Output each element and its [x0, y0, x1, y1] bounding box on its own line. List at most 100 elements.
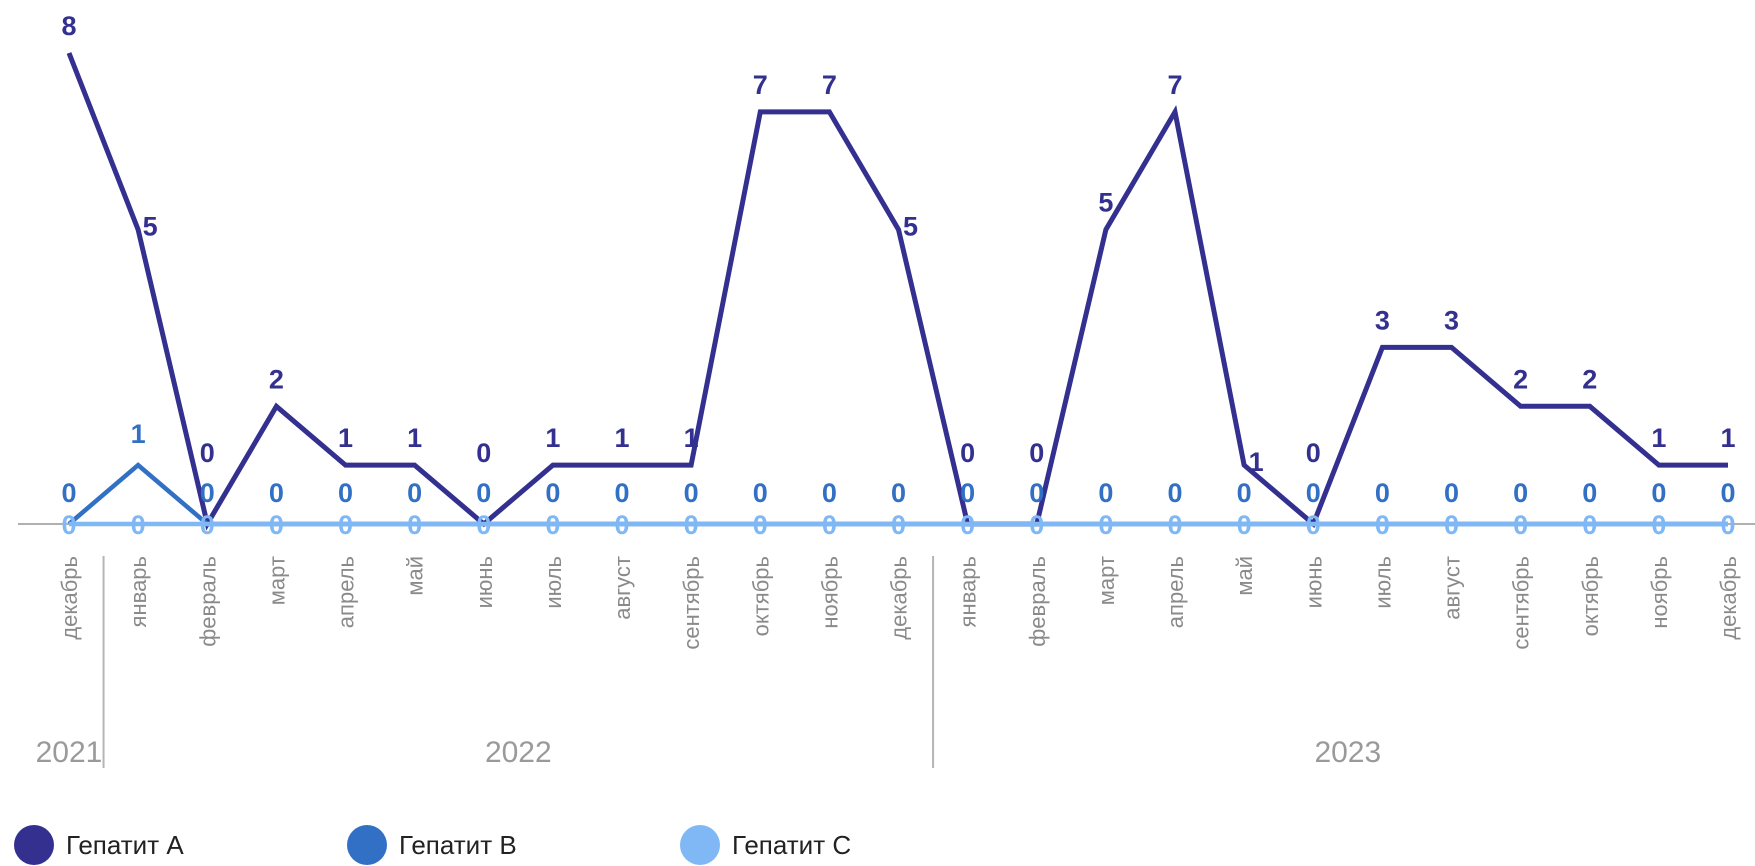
data-label: 0	[684, 510, 699, 540]
data-label: 0	[891, 478, 906, 508]
data-label: 0	[1306, 478, 1321, 508]
x-tick-label: июль	[541, 556, 566, 609]
data-label: 5	[1098, 188, 1113, 218]
data-label: 1	[1651, 423, 1666, 453]
x-tick-label: декабрь	[1716, 556, 1741, 640]
data-label: 0	[753, 510, 768, 540]
data-label: 0	[338, 510, 353, 540]
data-label: 0	[61, 478, 76, 508]
data-label: 0	[1651, 478, 1666, 508]
legend-marker-icon	[680, 825, 720, 865]
data-label: 0	[1513, 478, 1528, 508]
data-label: 0	[338, 478, 353, 508]
data-label: 8	[61, 11, 76, 41]
data-label: 2	[1513, 364, 1528, 394]
axis-layer: декабрь январь февраль март апрель май июнь июл…	[18, 523, 1755, 769]
x-tick-label: июль	[1370, 556, 1395, 609]
x-tick-label: ноябрь	[1647, 556, 1672, 629]
data-label: 0	[960, 510, 975, 540]
x-tick-label: октябрь	[1578, 556, 1603, 636]
series-line	[66, 52, 1728, 531]
legend-marker-icon	[347, 825, 387, 865]
x-tick-label: февраль	[195, 556, 220, 647]
data-label: 0	[1513, 510, 1528, 540]
x-tick-label: декабрь	[57, 556, 82, 640]
x-tick-label: март	[264, 556, 289, 605]
data-label: 0	[1167, 510, 1182, 540]
data-label: 0	[407, 510, 422, 540]
legend-label: Гепатит С	[732, 829, 852, 860]
data-label: 0	[1375, 510, 1390, 540]
data-label: 0	[1375, 478, 1390, 508]
x-tick-label: апрель	[334, 556, 359, 628]
data-label: 0	[1029, 438, 1044, 468]
data-label: 0	[1098, 510, 1113, 540]
data-label: 7	[1167, 70, 1182, 100]
data-label: 1	[545, 423, 560, 453]
data-label: 5	[143, 212, 158, 242]
data-label: 0	[684, 478, 699, 508]
data-label: 0	[545, 510, 560, 540]
data-label: 3	[1444, 305, 1459, 335]
data-label: 1	[1249, 447, 1264, 477]
data-label: 0	[476, 510, 491, 540]
year-label: 2023	[1314, 736, 1381, 769]
data-label: 1	[131, 419, 146, 449]
data-label: 0	[1582, 478, 1597, 508]
data-label: 0	[61, 510, 76, 540]
data-label: 0	[131, 510, 146, 540]
data-label: 0	[545, 478, 560, 508]
data-label: 0	[1444, 478, 1459, 508]
data-label: 0	[1720, 478, 1735, 508]
series-lines	[66, 52, 1728, 531]
data-label: 0	[753, 478, 768, 508]
x-tick-label: январь	[126, 556, 151, 627]
x-tick-label: ноябрь	[817, 556, 842, 629]
data-label: 0	[614, 478, 629, 508]
data-label: 1	[614, 423, 629, 453]
x-tick-label: май	[1232, 556, 1257, 596]
legend-item-hepatitis-c: Гепатит С	[680, 825, 851, 865]
data-label: 1	[338, 423, 353, 453]
legend-label: Гепатит А	[66, 829, 184, 860]
data-label: 0	[822, 510, 837, 540]
data-label: 5	[903, 212, 918, 242]
data-label: 0	[269, 478, 284, 508]
data-label: 0	[1582, 510, 1597, 540]
x-tick-label: декабрь	[887, 556, 912, 640]
data-label: 0	[476, 478, 491, 508]
data-label: 0	[960, 438, 975, 468]
x-tick-label: февраль	[1025, 556, 1050, 647]
legend-marker-icon	[14, 825, 54, 865]
data-label: 2	[1582, 364, 1597, 394]
x-tick-label: октябрь	[748, 556, 773, 636]
year-label: 2021	[36, 736, 103, 769]
data-label: 0	[1029, 478, 1044, 508]
data-label: 0	[1444, 510, 1459, 540]
data-label: 0	[822, 478, 837, 508]
data-label: 0	[1306, 438, 1321, 468]
data-label: 0	[960, 478, 975, 508]
legend-item-hepatitis-b: Гепатит В	[347, 825, 680, 865]
data-label: 7	[753, 70, 768, 100]
data-label: 0	[200, 478, 215, 508]
data-label: 0	[1029, 510, 1044, 540]
data-label: 2	[269, 364, 284, 394]
data-label: 7	[822, 70, 837, 100]
data-label: 0	[1237, 478, 1252, 508]
data-label: 0	[1237, 510, 1252, 540]
x-tick-label: сентябрь	[679, 556, 704, 650]
legend-label: Гепатит В	[399, 829, 517, 860]
x-tick-label: январь	[956, 556, 981, 627]
data-label: 0	[200, 438, 215, 468]
x-tick-label: июнь	[1301, 556, 1326, 608]
year-label: 2022	[485, 736, 552, 769]
data-label: 0	[1720, 510, 1735, 540]
data-label: 0	[891, 510, 906, 540]
data-label: 0	[1306, 510, 1321, 540]
data-label: 0	[269, 510, 284, 540]
x-tick-label: август	[1440, 556, 1465, 620]
x-tick-label: март	[1094, 556, 1119, 605]
